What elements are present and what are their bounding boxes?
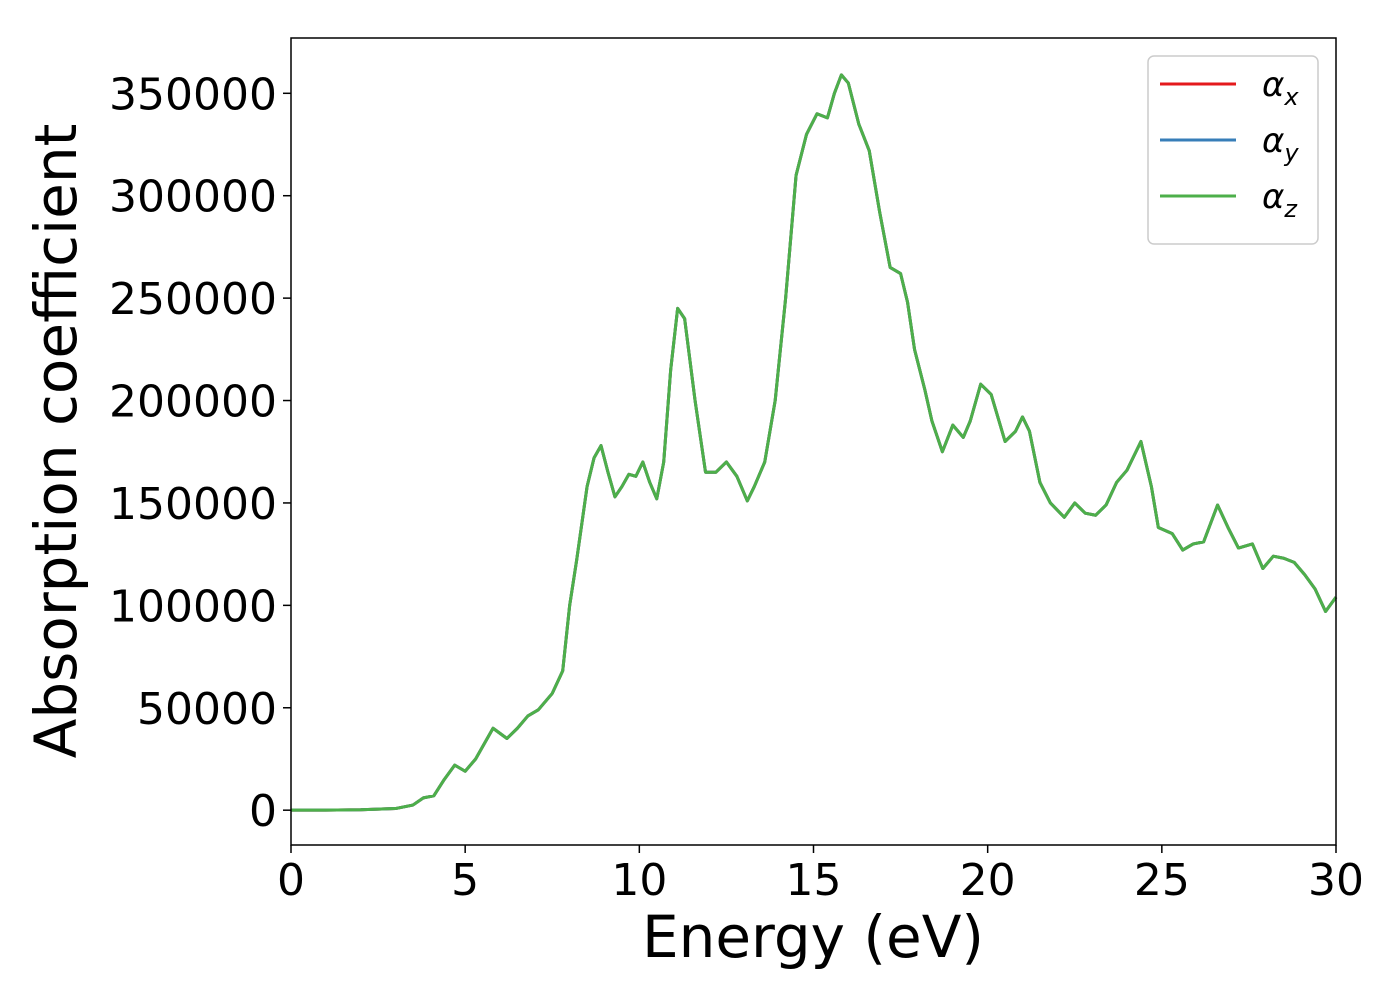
x-tick-label: 5 bbox=[451, 855, 479, 906]
legend-label: αy bbox=[1262, 121, 1299, 167]
x-axis-label: Energy (eV) bbox=[642, 903, 984, 971]
axes-frame bbox=[290, 37, 1337, 846]
series-line bbox=[291, 73, 1338, 812]
x-tick-label: 15 bbox=[786, 855, 842, 906]
y-tick-label: 100000 bbox=[109, 581, 277, 632]
y-tick-label: 250000 bbox=[109, 274, 277, 325]
x-tick-label: 25 bbox=[1134, 855, 1190, 906]
legend-label: αx bbox=[1262, 65, 1299, 111]
y-tick-label: 300000 bbox=[109, 172, 277, 223]
x-tick-label: 30 bbox=[1308, 855, 1364, 906]
y-axis-label: Absorption coefficient bbox=[22, 124, 90, 759]
y-tick-label: 50000 bbox=[137, 684, 277, 735]
y-tick-label: 200000 bbox=[109, 377, 277, 428]
x-tick-label: 0 bbox=[277, 855, 305, 906]
y-tick-label: 0 bbox=[249, 786, 277, 837]
x-tick-label: 20 bbox=[960, 855, 1016, 906]
legend-label: αz bbox=[1262, 177, 1298, 223]
y-tick-label: 350000 bbox=[109, 69, 277, 120]
y-tick-label: 150000 bbox=[109, 479, 277, 530]
x-tick-label: 10 bbox=[611, 855, 667, 906]
